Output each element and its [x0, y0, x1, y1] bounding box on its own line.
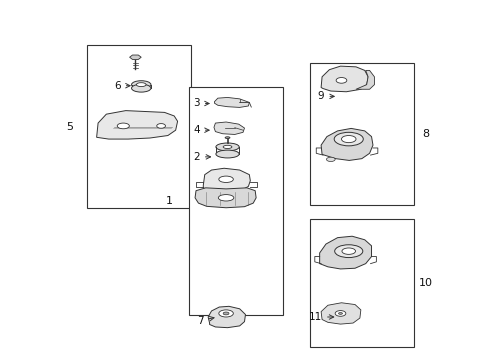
Bar [309, 63, 413, 205]
Ellipse shape [157, 123, 165, 128]
Text: 10: 10 [418, 278, 432, 288]
Polygon shape [214, 122, 244, 134]
Ellipse shape [131, 84, 151, 92]
Text: 1: 1 [165, 196, 172, 206]
Ellipse shape [338, 312, 342, 314]
Bar [188, 87, 283, 315]
Polygon shape [319, 236, 371, 269]
Ellipse shape [333, 132, 363, 146]
Text: 8: 8 [422, 129, 429, 139]
Polygon shape [321, 129, 372, 161]
Ellipse shape [334, 311, 345, 316]
Ellipse shape [334, 245, 362, 257]
Ellipse shape [326, 157, 334, 162]
Text: 9: 9 [317, 91, 333, 102]
Ellipse shape [218, 195, 233, 201]
Ellipse shape [341, 135, 355, 143]
Ellipse shape [117, 123, 129, 129]
Ellipse shape [335, 77, 346, 83]
Polygon shape [195, 188, 256, 208]
Text: 4: 4 [193, 125, 209, 135]
Polygon shape [321, 303, 360, 324]
Polygon shape [97, 111, 177, 139]
Ellipse shape [136, 83, 146, 87]
Ellipse shape [223, 312, 228, 315]
Polygon shape [129, 55, 141, 59]
Text: 6: 6 [114, 81, 130, 91]
Text: 2: 2 [193, 152, 210, 162]
Bar [309, 219, 413, 347]
Polygon shape [355, 71, 374, 89]
Polygon shape [214, 98, 249, 107]
Ellipse shape [218, 176, 233, 183]
Ellipse shape [341, 248, 355, 255]
Text: 3: 3 [193, 99, 209, 108]
Ellipse shape [224, 137, 229, 139]
Text: 11: 11 [308, 312, 333, 322]
Ellipse shape [216, 150, 239, 158]
Polygon shape [203, 168, 250, 192]
Bar [87, 45, 191, 208]
Ellipse shape [218, 310, 233, 317]
Ellipse shape [223, 145, 231, 149]
Ellipse shape [131, 81, 151, 89]
Polygon shape [321, 66, 367, 92]
Text: 7: 7 [196, 316, 214, 325]
Text: 5: 5 [66, 122, 73, 132]
Ellipse shape [216, 143, 239, 151]
Polygon shape [208, 306, 245, 328]
